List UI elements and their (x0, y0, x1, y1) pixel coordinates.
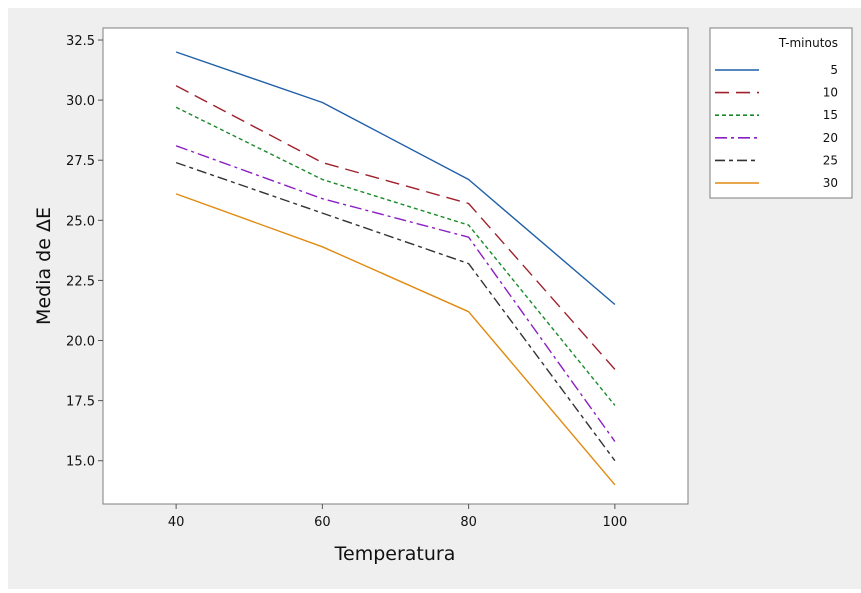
series-line-30 (175, 193, 616, 486)
series-line-25 (175, 161, 616, 462)
legend-label-25: 25 (823, 153, 838, 167)
x-tick-label: 100 (602, 515, 627, 530)
y-axis-title: Media de ΔE (33, 207, 55, 325)
x-axis: 40 60 80 100 (168, 504, 627, 530)
legend-items: 5 10 15 20 25 30 (715, 63, 838, 190)
series-line-20 (175, 145, 616, 442)
legend-label-5: 5 (830, 63, 838, 77)
y-tick-label: 22.5 (66, 274, 95, 289)
y-tick-label: 20.0 (66, 335, 95, 350)
series-line-5 (175, 51, 616, 306)
x-tick-label: 80 (460, 515, 477, 530)
legend-label-15: 15 (823, 108, 838, 122)
series-line-10 (175, 85, 616, 370)
series-layer (175, 51, 616, 486)
plot-area (102, 27, 689, 505)
y-tick-label: 27.5 (66, 154, 95, 169)
y-tick-label: 32.5 (66, 34, 95, 49)
legend-box (709, 27, 853, 199)
legend-label-20: 20 (823, 131, 838, 145)
y-tick-label: 17.5 (66, 395, 95, 410)
y-tick-label: 25.0 (66, 214, 95, 229)
x-tick-label: 60 (314, 515, 331, 530)
legend-label-10: 10 (823, 86, 838, 100)
y-tick-label: 15.0 (66, 455, 95, 470)
x-axis-title: Temperatura (334, 543, 456, 565)
legend-label-30: 30 (823, 176, 838, 190)
y-tick-label: 30.0 (66, 94, 95, 109)
series-line-15 (175, 106, 616, 406)
y-axis: 15.0 17.5 20.0 22.5 25.0 27.5 30.0 32.5 (66, 34, 103, 470)
x-tick-label: 40 (168, 515, 185, 530)
legend: T-minutos 5 10 15 20 25 30 (709, 27, 853, 199)
legend-title: T-minutos (778, 36, 838, 50)
